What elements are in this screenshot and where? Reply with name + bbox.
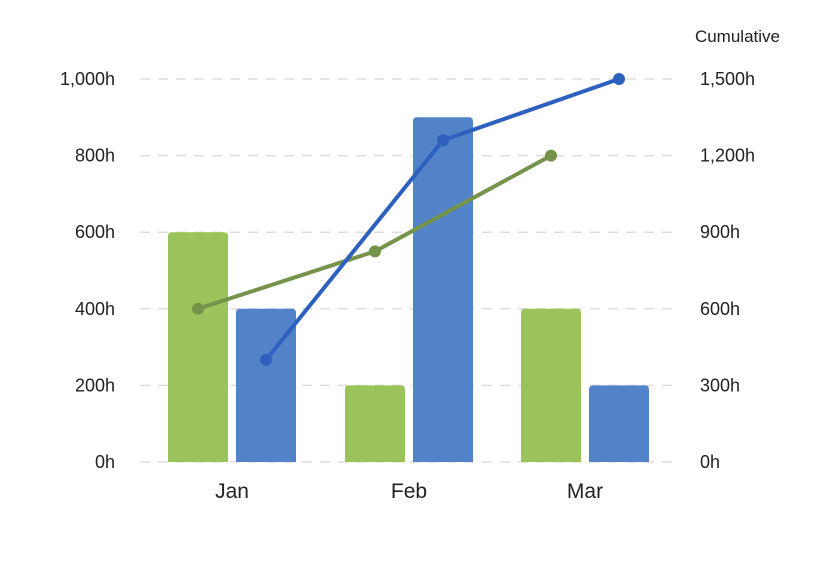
left-tick-label: 200h — [75, 375, 115, 395]
left-tick-label: 1,000h — [60, 69, 115, 89]
line-2-point-feb — [437, 134, 449, 147]
x-tick-label: Feb — [391, 480, 427, 503]
right-axis-ticks: 0h 300h 600h 900h 1,200h 1,500h — [700, 69, 755, 472]
x-tick-label: Mar — [567, 480, 603, 503]
left-tick-label: 800h — [75, 146, 115, 166]
line-2-point-jan — [260, 353, 272, 366]
left-tick-label: 400h — [75, 299, 115, 319]
right-tick-label: 900h — [700, 222, 740, 242]
bar-feb-1 — [345, 385, 405, 462]
bar-mar-2 — [589, 385, 649, 462]
right-tick-label: 300h — [700, 375, 740, 395]
line-1-point-mar — [545, 149, 557, 162]
cumulative-lines — [192, 73, 625, 366]
x-tick-label: Jan — [215, 480, 249, 503]
right-axis-title: Cumulative — [695, 27, 780, 46]
right-tick-label: 0h — [700, 452, 720, 472]
line-2-point-mar — [613, 73, 625, 85]
left-axis-ticks: 0h 200h 400h 600h 800h 1,000h — [60, 69, 115, 472]
bar-jan-2 — [236, 308, 296, 462]
bar-jan-1 — [168, 232, 228, 462]
right-tick-label: 1,500h — [700, 69, 755, 89]
line-1-point-jan — [192, 302, 204, 315]
bars — [168, 117, 649, 463]
left-tick-label: 600h — [75, 222, 115, 242]
bar-feb-2 — [413, 117, 473, 463]
right-tick-label: 600h — [700, 299, 740, 319]
left-tick-label: 0h — [95, 452, 115, 472]
bar-mar-1 — [521, 308, 581, 462]
right-tick-label: 1,200h — [700, 146, 755, 166]
x-axis-labels: Jan Feb Mar — [215, 480, 603, 503]
line-1-point-feb — [369, 245, 381, 258]
